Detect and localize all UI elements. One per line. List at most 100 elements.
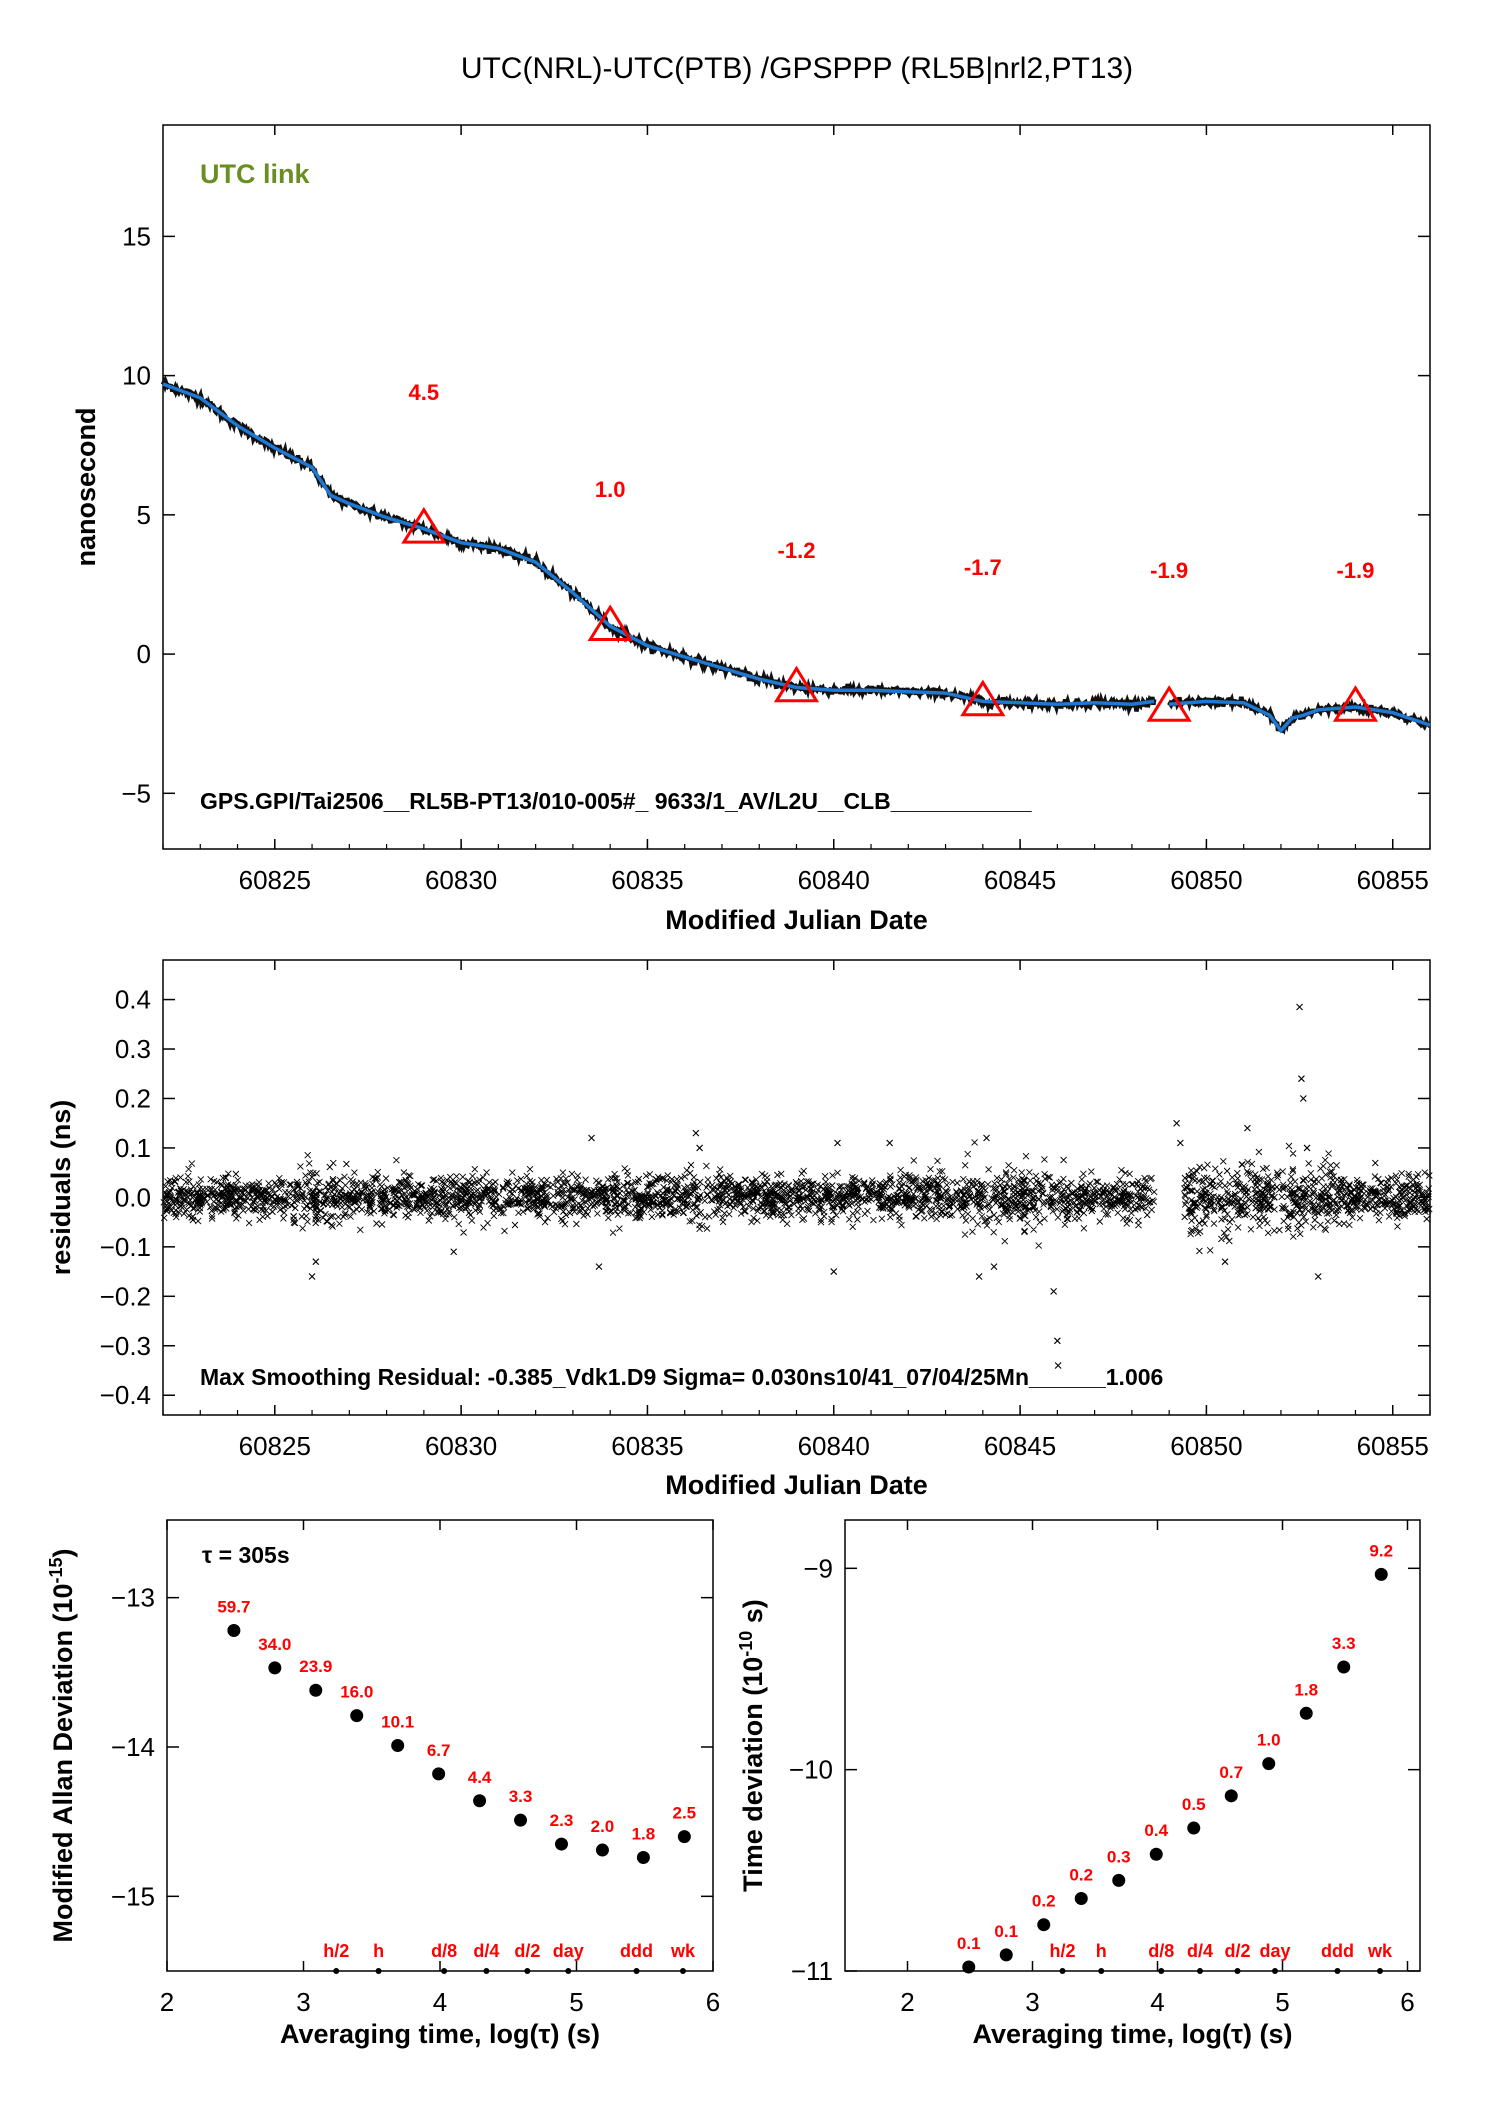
- timescale-label: d/8: [431, 1941, 457, 1961]
- y-tick-label: −0.4: [100, 1380, 151, 1410]
- y-axis-label-exponent: -15: [46, 1557, 66, 1583]
- x-tick-label: 3: [1025, 1987, 1039, 2017]
- residual-outlier: [830, 1268, 838, 1275]
- timescale-label: d/4: [1187, 1941, 1213, 1961]
- residual-outlier: [595, 1263, 603, 1271]
- x-tick-label: 5: [1275, 1987, 1289, 2017]
- timescale-marker: [1158, 1968, 1165, 1974]
- data-point: [595, 1843, 609, 1857]
- x-tick-label: 60830: [425, 865, 497, 895]
- residual-outlier: [1296, 1003, 1303, 1011]
- marker-value-label: 4.5: [409, 380, 440, 405]
- data-point: [1299, 1706, 1313, 1720]
- point-value-label: 4.4: [468, 1768, 492, 1787]
- triangle-marker: [401, 506, 447, 544]
- data-point: [514, 1813, 528, 1827]
- link-badge: UTC link: [200, 159, 310, 189]
- y-tick-label: 0.4: [115, 985, 151, 1015]
- point-value-label: 0.7: [1219, 1763, 1243, 1782]
- timescale-marker: [679, 1968, 686, 1974]
- residual-outlier: [886, 1139, 894, 1147]
- x-tick-label: 60855: [1357, 865, 1429, 895]
- timescale-marker: [375, 1968, 382, 1974]
- residual-outlier: [1050, 1287, 1058, 1295]
- y-axis-label: residuals (ns): [46, 1100, 76, 1276]
- timescale-label: h: [1096, 1941, 1107, 1961]
- point-value-label: 1.8: [632, 1825, 656, 1844]
- timescale-marker: [1334, 1968, 1341, 1974]
- residual-outlier: [1303, 1144, 1311, 1152]
- triangle-marker: [773, 665, 820, 703]
- timescale-label: h/2: [323, 1941, 349, 1961]
- timescale-marker: [1377, 1968, 1383, 1974]
- data-point: [1074, 1892, 1088, 1906]
- x-tick-label: 60850: [1170, 1431, 1242, 1461]
- timescale-label: wk: [1367, 1941, 1393, 1961]
- timescale-label: ddd: [620, 1941, 653, 1961]
- data-point: [268, 1661, 282, 1675]
- residual-outlier: [1221, 1258, 1229, 1266]
- tdev-panel: 2 3 4 5 6 −11 −10 −9 Averaging time, log(τ) (s) T…: [736, 1519, 1421, 2049]
- x-tick-label: 60845: [984, 1431, 1056, 1461]
- residual-outlier: [1176, 1139, 1184, 1147]
- y-tick-label: −0.3: [100, 1331, 151, 1361]
- timescale-marker: [524, 1968, 531, 1974]
- x-axis-label: Modified Julian Date: [665, 905, 928, 935]
- x-tick-label: 60835: [611, 865, 683, 895]
- series-line-0: [162, 382, 1155, 706]
- y-tick-label: −0.2: [100, 1281, 151, 1311]
- point-value-label: 59.7: [217, 1598, 250, 1617]
- y-tick-label: 0.2: [115, 1083, 151, 1113]
- data-point: [1337, 1660, 1351, 1674]
- timescale-label: d/2: [514, 1941, 540, 1961]
- residual-outlier: [1053, 1337, 1061, 1345]
- y-tick-label: −0.1: [100, 1232, 151, 1262]
- residual-outlier: [1314, 1273, 1322, 1280]
- mdev-panel: 2 3 4 5 6 −15 −14 −13 Averaging time, log(τ) (s)…: [46, 1519, 720, 2049]
- data-point: [473, 1794, 487, 1808]
- point-value-label: 2.0: [591, 1817, 615, 1836]
- y-tick-label: −15: [111, 1881, 155, 1911]
- x-tick-label: 60840: [798, 865, 870, 895]
- point-value-label: 1.0: [1257, 1731, 1281, 1750]
- triangle-marker: [1146, 685, 1192, 722]
- y-axis-label-text: Time deviation (10: [738, 1657, 768, 1892]
- residual-outlier: [312, 1258, 320, 1266]
- x-axis-label: Averaging time, log(τ) (s): [280, 2019, 600, 2049]
- point-value-label: 10.1: [381, 1713, 414, 1732]
- data-point: [1037, 1918, 1051, 1932]
- y-tick-label: 0: [137, 639, 151, 669]
- residual-outlier: [990, 1263, 998, 1271]
- point-value-label: 0.2: [1069, 1866, 1093, 1885]
- residual-outlier: [450, 1248, 458, 1256]
- marker-value-label: 1.0: [595, 477, 626, 502]
- data-point: [1149, 1847, 1163, 1861]
- data-point: [677, 1830, 691, 1844]
- triangle-marker: [587, 604, 633, 642]
- y-tick-label: 10: [122, 361, 151, 391]
- data-point: [1112, 1873, 1126, 1887]
- x-tick-label: 60840: [798, 1431, 870, 1461]
- point-value-label: 1.8: [1294, 1680, 1318, 1699]
- y-tick-label: 0.1: [115, 1133, 151, 1163]
- data-point: [999, 1948, 1013, 1962]
- point-value-label: 6.7: [427, 1741, 451, 1760]
- x-tick-label: 60825: [239, 865, 311, 895]
- x-tick-label: 2: [160, 1987, 174, 2017]
- y-axis-label-close: ): [48, 1548, 78, 1557]
- data-point: [1374, 1567, 1388, 1581]
- y-axis-label: Time deviation (10-10 s): [736, 1599, 768, 1892]
- data-point: [432, 1767, 446, 1781]
- data-point: [554, 1837, 568, 1851]
- residual-outlier: [983, 1134, 990, 1142]
- point-value-label: 0.1: [957, 1934, 981, 1953]
- x-axis-label: Averaging time, log(τ) (s): [972, 2019, 1292, 2049]
- timeseries-panel: 60825 60830 60835 60840 60845 60850 60855 −5 0 5 1…: [71, 124, 1431, 935]
- data-point: [227, 1624, 241, 1638]
- residual-outlier: [1244, 1124, 1251, 1132]
- point-value-label: 16.0: [340, 1683, 373, 1702]
- x-tick-label: 6: [1400, 1987, 1414, 2017]
- timescale-label: ddd: [1321, 1941, 1354, 1961]
- data-point: [309, 1683, 323, 1697]
- footer-note: GPS.GPI/Tai2506__RL5B-PT13/010-005#_ 963…: [200, 788, 1032, 814]
